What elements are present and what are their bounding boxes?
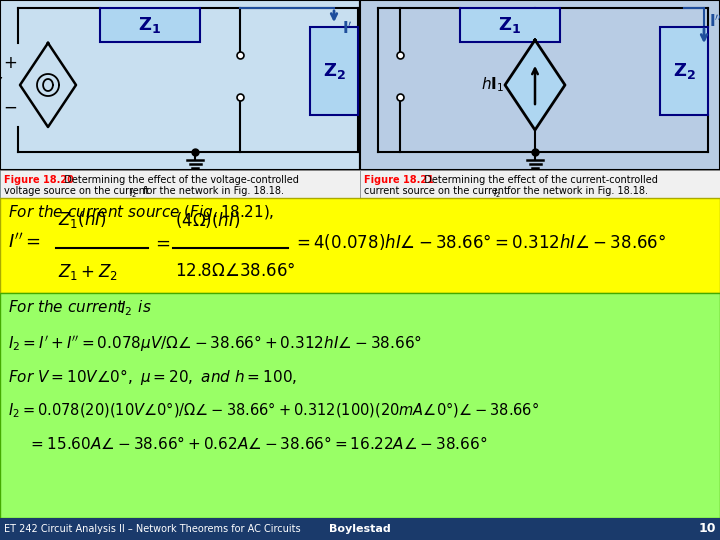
Text: $=$: $=$ [152, 233, 171, 252]
Bar [100, 8, 200, 42]
Text: $\it{For\ the\ current\ source\ (Fig.18.21),}$: $\it{For\ the\ current\ source\ (Fig.18.… [8, 203, 274, 222]
Text: $12.8\Omega\angle38.66°$: $12.8\Omega\angle38.66°$ [175, 262, 295, 280]
Text: Determining the effect of the voltage-controlled: Determining the effect of the voltage-co… [58, 175, 299, 185]
Polygon shape [505, 40, 565, 130]
Bar [360, 0, 720, 170]
Text: voltage source on the current: voltage source on the current [4, 186, 152, 196]
Text: $I'' =$: $I'' =$ [8, 233, 40, 252]
Text: Figure 18.20: Figure 18.20 [4, 175, 74, 185]
Text: $Z_1 + Z_2$: $Z_1 + Z_2$ [58, 262, 117, 282]
Text: for the network in Fig. 18.18.: for the network in Fig. 18.18. [504, 186, 648, 196]
Text: $\mathbf{Z_1}$: $\mathbf{Z_1}$ [138, 15, 161, 35]
Text: $I_2$: $I_2$ [493, 186, 501, 200]
Text: 10: 10 [698, 523, 716, 536]
Polygon shape [20, 43, 76, 127]
Text: $I_2 = I' + I'' = 0.078\mu V/\Omega\angle-38.66° + 0.312hI\angle-38.66°$: $I_2 = I' + I'' = 0.078\mu V/\Omega\angl… [8, 333, 422, 353]
Text: $\mathit{I}_2$: $\mathit{I}_2$ [120, 299, 132, 318]
Text: ET 242 Circuit Analysis II – Network Theorems for AC Circuits: ET 242 Circuit Analysis II – Network The… [4, 524, 301, 534]
Text: $I_2 = 0.078(20)(10V\angle0°)/\Omega\angle-38.66° + 0.312(100)(20mA\angle0°)\ang: $I_2 = 0.078(20)(10V\angle0°)/\Omega\ang… [8, 401, 539, 421]
Text: $\mathbf{I''}$: $\mathbf{I''}$ [709, 13, 720, 30]
Text: $\mathbf{I'}$: $\mathbf{I'}$ [342, 20, 353, 37]
Text: $(4\Omega)(hI)$: $(4\Omega)(hI)$ [175, 211, 240, 231]
Text: for the network in Fig. 18.18.: for the network in Fig. 18.18. [140, 186, 284, 196]
Bar [0, 518, 720, 540]
Text: $= 15.60A\angle-38.66° + 0.62A\angle-38.66° = 16.22A\angle-38.66°$: $= 15.60A\angle-38.66° + 0.62A\angle-38.… [28, 435, 487, 452]
Bar [360, 170, 720, 198]
Bar [0, 0, 360, 170]
Text: $= 4(0.078)hI\angle-38.66° = 0.312hI\angle-38.66°$: $= 4(0.078)hI\angle-38.66° = 0.312hI\ang… [293, 233, 666, 253]
Text: $I_2$: $I_2$ [129, 186, 138, 200]
Bar [460, 8, 560, 42]
Text: $\mathit{For\ V} = 10V\angle0°,\ \mu = 20,\ \mathit{and}\ h = 100,$: $\mathit{For\ V} = 10V\angle0°,\ \mu = 2… [8, 367, 297, 387]
Text: Determining the effect of the current-controlled: Determining the effect of the current-co… [418, 175, 658, 185]
Text: $\mu V$: $\mu V$ [0, 76, 4, 94]
Text: $\mathbf{Z_2}$: $\mathbf{Z_2}$ [323, 61, 346, 81]
Text: +: + [3, 54, 17, 72]
Text: Figure 18.21: Figure 18.21 [364, 175, 434, 185]
Text: current source on the current: current source on the current [364, 186, 511, 196]
Bar [0, 293, 720, 518]
Text: $\it{\ is}$: $\it{\ is}$ [133, 299, 152, 315]
Text: $-$: $-$ [3, 98, 17, 116]
Bar [660, 27, 708, 115]
Text: $Z_1(hI)$: $Z_1(hI)$ [58, 210, 107, 231]
Text: $\it{For\ the\ current\ }$: $\it{For\ the\ current\ }$ [8, 299, 125, 315]
Bar [0, 198, 720, 293]
Text: $\mathbf{Z_1}$: $\mathbf{Z_1}$ [498, 15, 521, 35]
Text: $h\mathbf{I}_1$: $h\mathbf{I}_1$ [482, 76, 505, 94]
Text: Boylestad: Boylestad [329, 524, 391, 534]
Bar [310, 27, 358, 115]
Text: $\mathbf{Z_2}$: $\mathbf{Z_2}$ [672, 61, 696, 81]
Bar [0, 170, 360, 198]
